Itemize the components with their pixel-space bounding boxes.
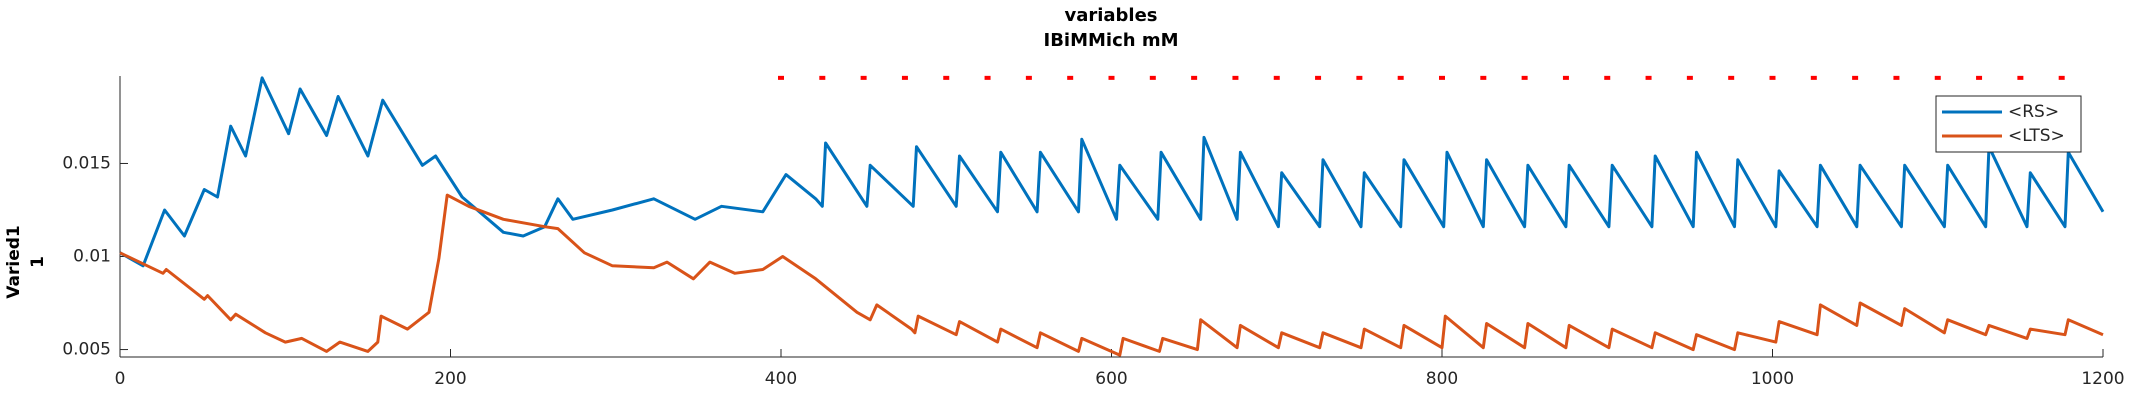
y-label-line: 1 xyxy=(28,256,48,268)
x-tick-label: 600 xyxy=(1095,369,1127,389)
event-marker xyxy=(1976,75,1983,80)
x-tick-label: 200 xyxy=(434,369,466,389)
legend-label: <RS> xyxy=(2008,102,2059,122)
chart-subtitle: IBiMMich mM xyxy=(1044,30,1179,51)
y-tick-label: 0.005 xyxy=(62,340,111,360)
series-line xyxy=(119,76,2105,268)
event-marker xyxy=(1356,75,1363,80)
event-marker xyxy=(1728,75,1735,80)
event-marker xyxy=(860,75,867,80)
event-marker xyxy=(1149,75,1156,80)
event-marker xyxy=(1315,75,1322,80)
event-marker xyxy=(901,75,908,80)
event-marker xyxy=(1893,75,1900,80)
legend-label: <LTS> xyxy=(2008,126,2065,146)
event-marker xyxy=(1934,75,1941,80)
event-marker xyxy=(984,75,991,80)
y-tick-label: 0.015 xyxy=(62,153,111,173)
x-tick-label: 1200 xyxy=(2081,369,2124,389)
x-tick-label: 0 xyxy=(115,369,126,389)
legend-box xyxy=(1935,95,2082,153)
y-tick-label: 0.01 xyxy=(73,247,111,267)
y-axis-label: Varied1 1 xyxy=(4,225,48,298)
event-marker xyxy=(1769,75,1776,80)
event-marker xyxy=(1191,75,1198,80)
event-marker xyxy=(1067,75,1074,80)
x-tick-label: 800 xyxy=(1426,369,1458,389)
event-marker xyxy=(819,75,826,80)
event-marker xyxy=(2017,75,2024,80)
event-marker xyxy=(1108,75,1115,80)
series-line xyxy=(119,193,2104,357)
event-marker xyxy=(1686,75,1693,80)
event-marker xyxy=(1604,75,1611,80)
event-marker xyxy=(1480,75,1487,80)
x-tick-label: 1000 xyxy=(1751,369,1794,389)
event-marker xyxy=(1810,75,1817,80)
event-marker xyxy=(1521,75,1528,80)
event-marker xyxy=(1439,75,1445,80)
event-marker xyxy=(1025,75,1032,80)
event-marker xyxy=(1273,75,1280,80)
event-marker xyxy=(778,75,784,80)
event-marker xyxy=(1232,75,1239,80)
event-marker xyxy=(1645,75,1652,80)
x-tick-label: 400 xyxy=(765,369,797,389)
event-marker xyxy=(943,75,950,80)
chart-title: variables xyxy=(1064,5,1157,26)
event-marker xyxy=(2058,75,2065,80)
event-marker xyxy=(1397,75,1404,80)
y-label-line: Varied1 xyxy=(4,225,24,298)
event-marker xyxy=(1562,75,1569,80)
event-marker xyxy=(1852,75,1859,80)
